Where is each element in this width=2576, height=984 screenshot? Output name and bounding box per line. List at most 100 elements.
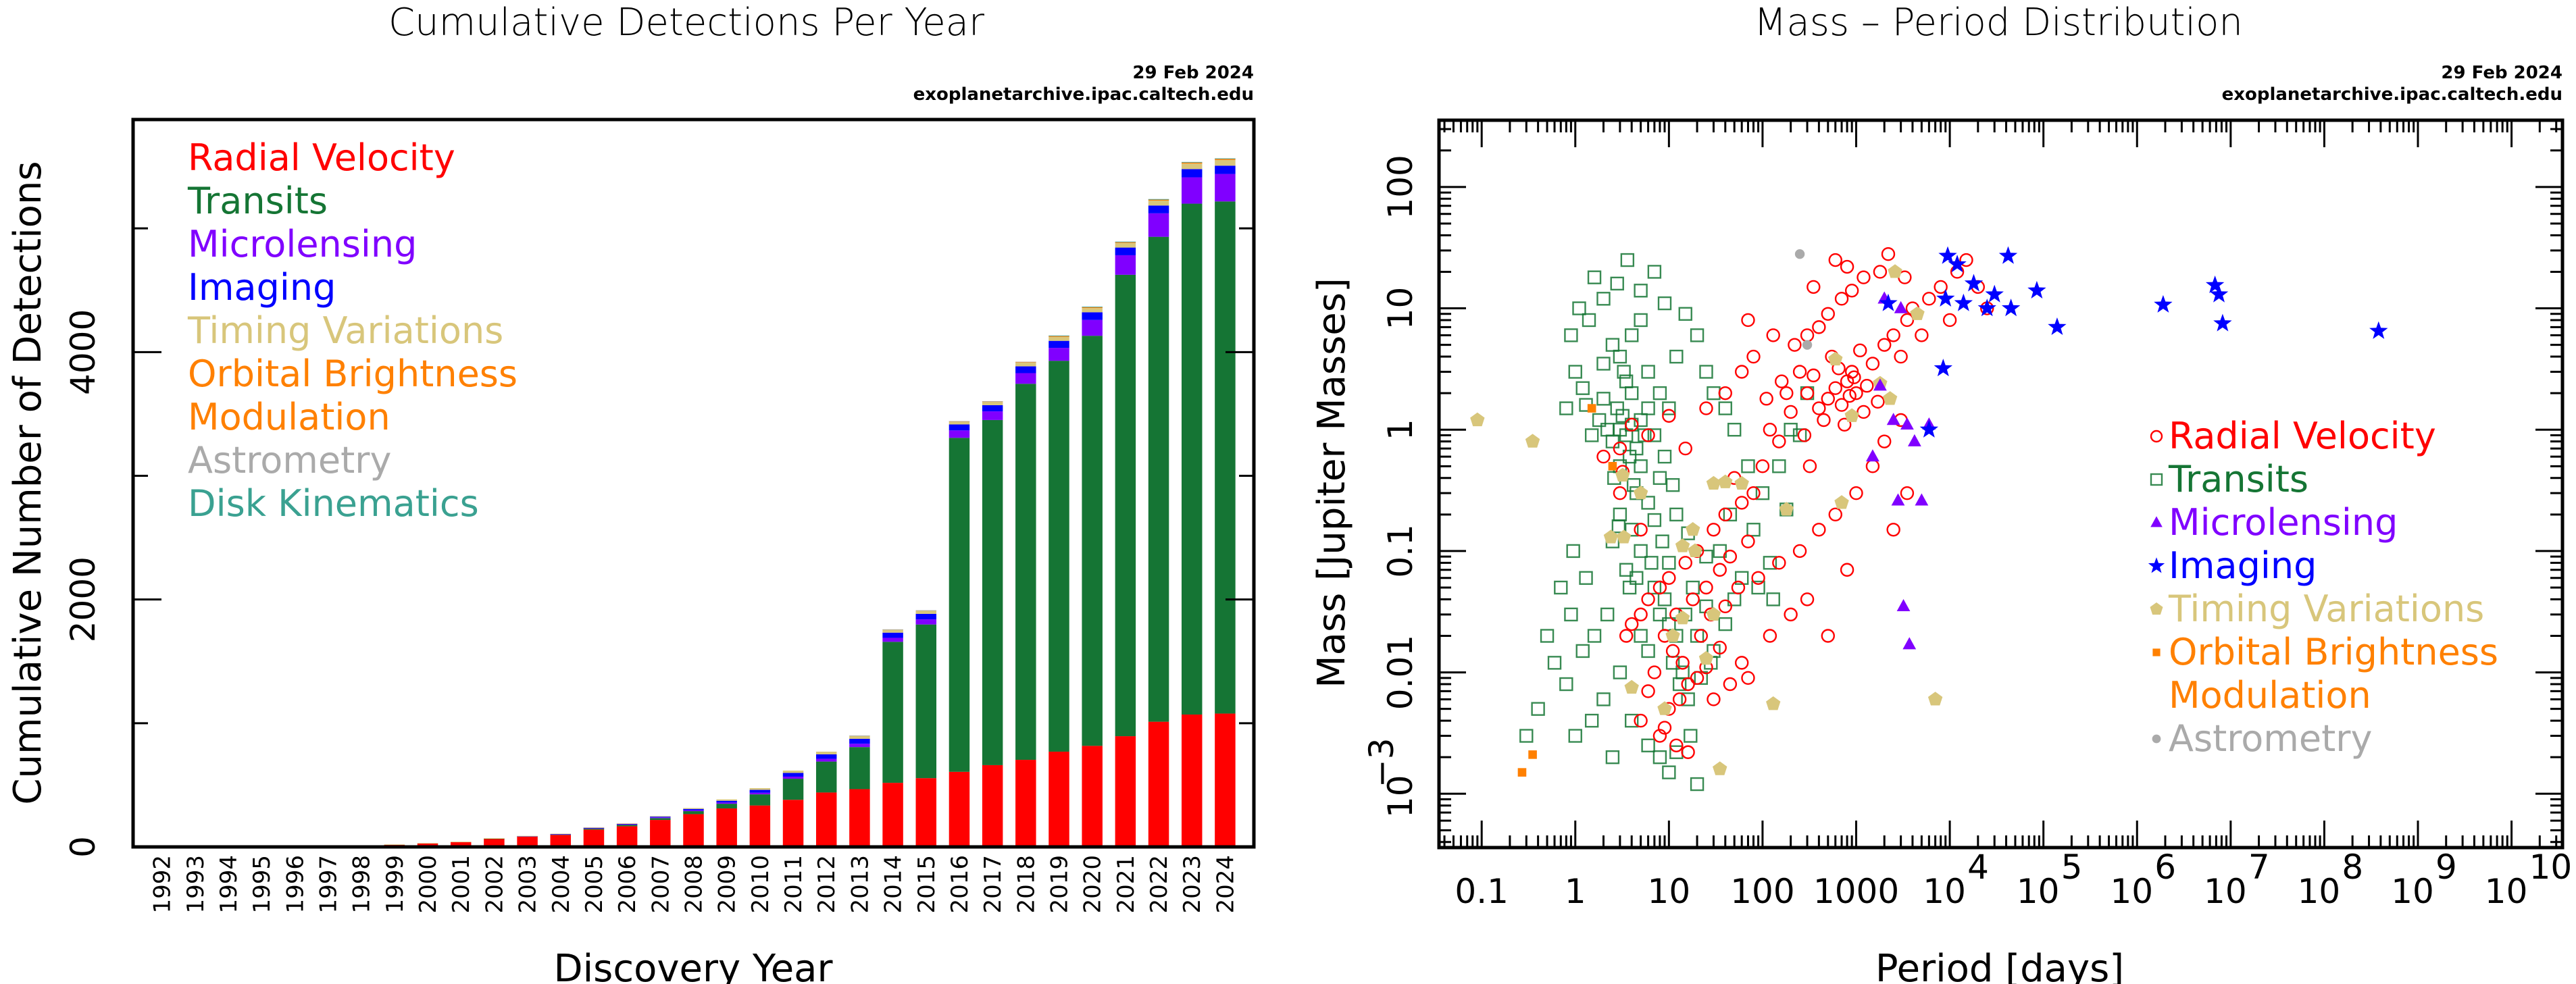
point-transits [1718,617,1732,631]
point-transits [1613,507,1627,522]
bar-segment-radial-velocity [982,765,1003,847]
point-transits [1641,738,1655,752]
left-plot-frame [131,118,1256,849]
bar-segment-orbital-brightness-modulation [1181,162,1203,164]
point-radial-velocity [1828,507,1842,522]
point-transits [1647,513,1662,527]
right-stamp-site: exoplanetarchive.ipac.caltech.edu [2222,84,2562,105]
mass-period-chart: Mass – Period Distribution 29 Feb 2024 e… [1310,1,2572,984]
point-transits [1622,449,1637,464]
point-timing-variations [1706,475,1721,490]
x-tick-label-exponent: 4 [1967,848,1989,887]
point-radial-velocity [1900,313,1915,328]
x-tick-label: 2015 [913,855,940,914]
point-transits [1684,729,1698,743]
point-radial-velocity [1662,571,1676,585]
point-transits [1625,713,1639,728]
bar-segment-microlensing [915,619,937,625]
point-radial-velocity [1734,496,1749,510]
point-radial-velocity [1772,434,1786,448]
bar-segment-radial-velocity [749,805,771,847]
point-transits [1625,523,1639,537]
point-transits [1605,338,1620,352]
point-radial-velocity [1807,368,1821,383]
point-timing-variations [1525,434,1540,448]
point-radial-velocity [1821,307,1836,321]
point-radial-velocity [1877,338,1892,352]
point-radial-velocity [1746,349,1761,364]
left-axes: 1992 1993 1994 1995 1996 1997 1998 1999 2000 2001… [64,227,1254,914]
point-transits [1582,313,1596,328]
point-transits [1772,459,1786,473]
bar-segment-transits [782,779,804,800]
x-tick-label: 2016 [946,855,974,914]
point-transits [1519,729,1534,743]
bar-segment-imaging [583,827,605,829]
point-transits [1755,486,1770,500]
point-timing-variations [1616,529,1632,544]
x-tick-label: 2019 [1046,855,1074,914]
point-radial-velocity [1865,357,1880,371]
point-transits [1596,692,1611,706]
bar-segment-radial-velocity [683,814,704,847]
bar-segment-radial-velocity [417,843,438,847]
point-radial-velocity [1844,284,1859,298]
bar-segment-imaging [949,424,970,431]
point-radial-velocity [1857,270,1871,284]
point-radial-velocity [1877,434,1892,448]
bar-segment-timing-variations [517,835,538,837]
point-timing-variations [1706,606,1721,621]
bar-segment-radial-velocity [915,778,937,847]
point-radial-velocity [1641,592,1655,606]
point-transits [1547,656,1562,670]
bar-segment-timing-variations [550,833,572,835]
x-tick-label-base: 10 [2298,872,2341,911]
bar-segment-astrometry [949,421,970,422]
bar-segment-microlensing [616,824,638,825]
point-transits [1605,750,1620,765]
point-imaging [1977,299,1996,317]
point-transits [1686,580,1700,595]
bar-segment-orbital-brightness-modulation [1115,242,1136,243]
point-radial-velocity [1800,386,1815,400]
point-radial-velocity [1886,523,1900,537]
bar-segment-transits [849,747,870,789]
point-microlensing [1915,493,1929,506]
point-transits [1690,777,1704,792]
point-transits [1751,580,1765,595]
point-transits [1619,563,1634,577]
point-timing-variations [1698,650,1714,665]
bar-segment-radial-velocity [1148,721,1169,847]
right-chart-title: Mass – Period Distribution [1754,1,2243,45]
bar-segment-timing-variations [815,751,837,754]
bar-segment-transits [1215,201,1236,714]
y-tick-label: 100 [1381,155,1420,219]
bar-segment-microlensing [782,776,804,779]
right-legend: Radial VelocityTransitsMicrolensingImagi… [2148,415,2498,760]
bar-segment-transits [616,825,638,827]
left-y-axis-label: Cumulative Number of Detections [6,161,50,804]
legend-marker-microlensing [2150,516,2163,527]
point-radial-velocity [1672,692,1687,706]
bar-segment-astrometry [849,735,870,736]
point-orbital-brightness-modulation [1587,404,1596,413]
point-imaging [2369,321,2388,339]
point-radial-velocity [1849,486,1863,500]
point-transits [1763,556,1777,570]
bar-segment-radial-velocity [815,792,837,847]
point-timing-variations [1888,264,1902,278]
x-tick-label: 2013 [847,855,874,914]
point-radial-velocity [1784,607,1798,622]
y-tick-label: 0.01 [1381,635,1420,710]
right-plot-frame [1437,118,2565,850]
point-radial-velocity [1699,580,1713,595]
point-imaging [1919,419,1939,438]
y-tick-label: 0.1 [1381,524,1420,578]
bar-segment-timing-variations [417,843,438,844]
point-timing-variations [1657,701,1672,715]
bar-segment-radial-velocity [484,838,505,847]
point-radial-velocity [1596,449,1611,464]
legend-entry: Timing Variations [2168,588,2484,630]
point-microlensing [1907,434,1921,446]
point-radial-velocity [1641,428,1655,442]
